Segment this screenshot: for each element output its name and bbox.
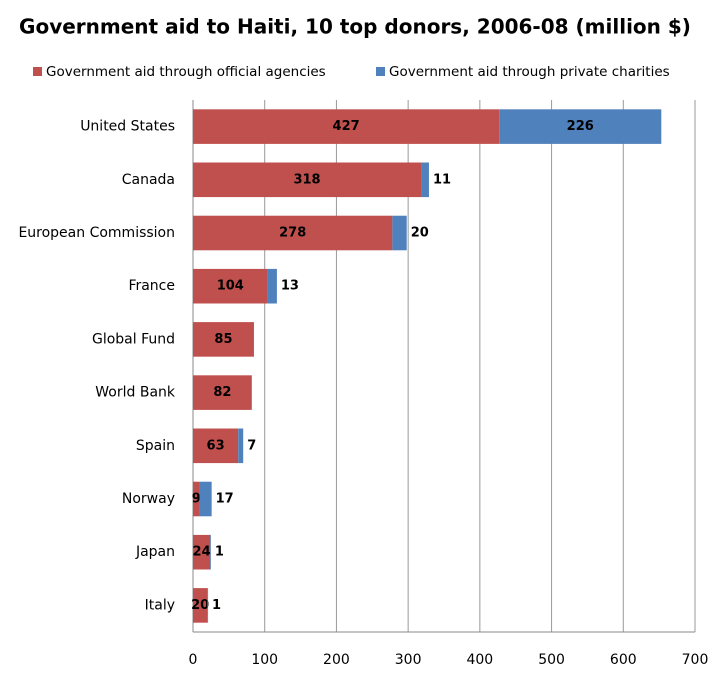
value-label: 24 [193, 545, 211, 560]
y-tick-label: France [128, 278, 175, 294]
value-label: 7 [247, 438, 256, 453]
value-label: 20 [191, 598, 209, 613]
y-tick-label: Canada [122, 172, 175, 188]
x-tick-label: 100 [251, 652, 278, 668]
chart-title: Government aid to Haiti, 10 top donors, … [19, 15, 691, 39]
y-tick-label: European Commission [18, 225, 175, 241]
bar [199, 481, 212, 517]
bar [193, 588, 208, 623]
x-tick-label: 600 [610, 652, 637, 668]
legend-swatch [376, 67, 385, 76]
bar [193, 215, 393, 251]
y-tick-label: Global Fund [92, 331, 175, 347]
value-label: 427 [333, 119, 360, 134]
x-tick-label: 400 [466, 652, 493, 668]
y-tick-label: Italy [145, 597, 175, 613]
value-label: 278 [279, 226, 306, 241]
value-label: 1 [212, 598, 221, 613]
x-tick-label: 300 [395, 652, 422, 668]
bar [193, 162, 422, 198]
value-label: 82 [213, 385, 231, 400]
value-label: 20 [411, 226, 429, 241]
value-label: 9 [192, 492, 201, 507]
bar [210, 534, 211, 570]
bar [193, 534, 211, 570]
value-label: 63 [207, 438, 225, 453]
x-tick-label: 500 [538, 652, 565, 668]
value-label: 1 [215, 545, 224, 560]
x-tick-label: 0 [189, 652, 198, 668]
y-tick-label: Japan [135, 544, 175, 560]
legend-label: Government aid through private charities [389, 64, 670, 80]
value-label: 104 [217, 279, 244, 294]
bar [193, 481, 200, 517]
bar [193, 268, 268, 304]
value-label: 85 [214, 332, 232, 347]
bar [193, 428, 239, 464]
x-tick-label: 700 [682, 652, 709, 668]
bar [267, 268, 277, 304]
y-tick-label: United States [80, 119, 175, 135]
bar [421, 162, 429, 198]
value-label: 226 [567, 119, 594, 134]
value-label: 318 [293, 172, 320, 187]
legend-label: Government aid through official agencies [46, 64, 326, 80]
bar [238, 428, 244, 464]
bar [392, 215, 407, 251]
y-tick-label: World Bank [95, 385, 176, 401]
x-tick-label: 200 [323, 652, 350, 668]
value-label: 13 [281, 279, 299, 294]
y-tick-label: Norway [122, 491, 175, 507]
bar [193, 322, 254, 357]
value-label: 17 [216, 492, 234, 507]
legend-swatch [33, 67, 42, 76]
value-label: 11 [433, 172, 451, 187]
bar [499, 109, 662, 144]
y-tick-label: Spain [136, 438, 175, 454]
bar [193, 375, 252, 410]
bar [207, 588, 209, 623]
bar [193, 109, 500, 144]
